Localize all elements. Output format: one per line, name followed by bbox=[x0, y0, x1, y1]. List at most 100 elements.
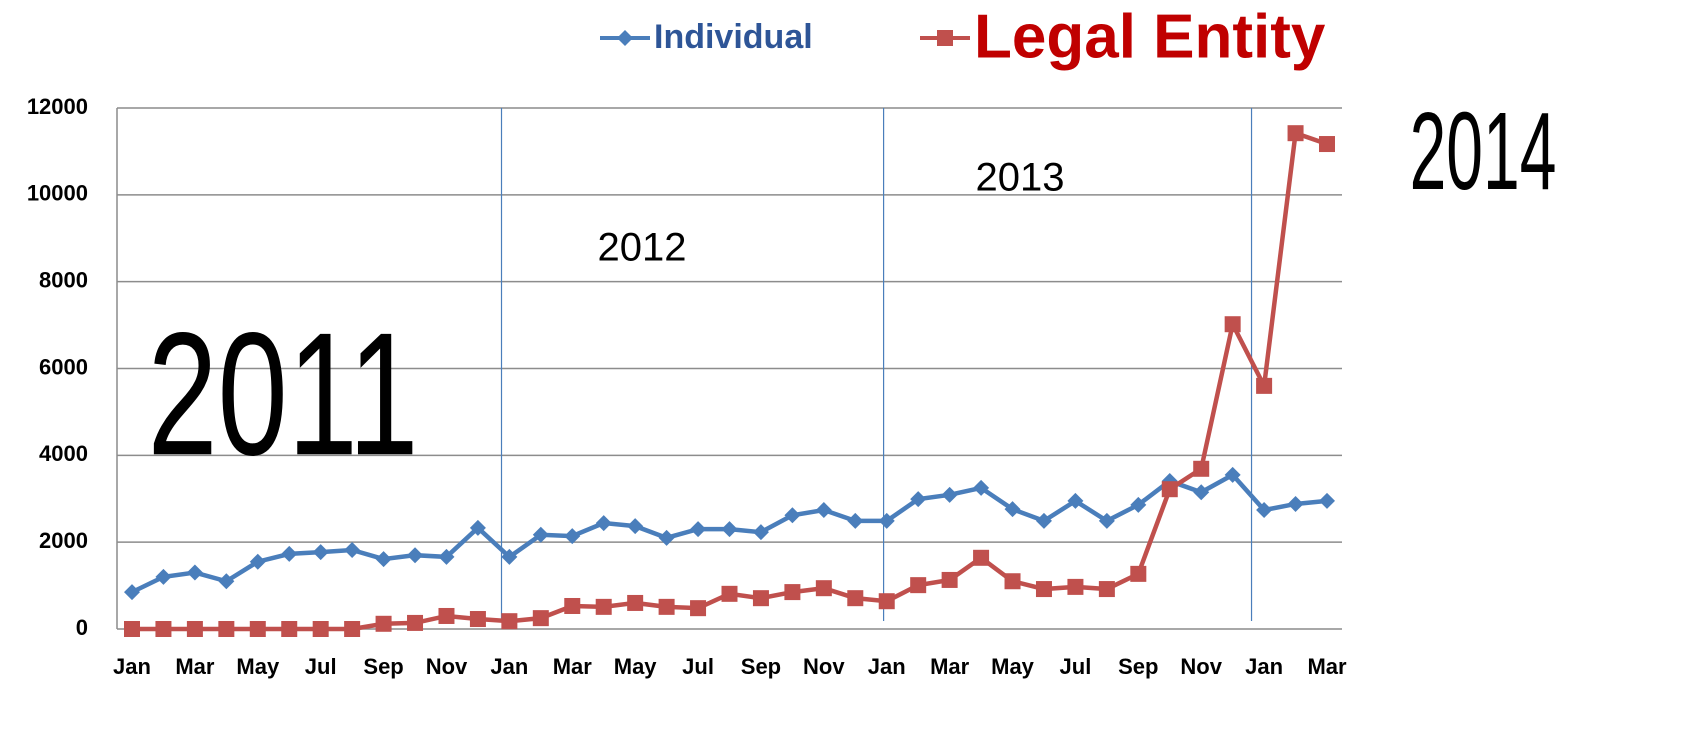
marker bbox=[501, 613, 518, 630]
annotation: 2014 bbox=[1410, 91, 1557, 213]
marker bbox=[438, 548, 455, 565]
marker bbox=[1004, 501, 1021, 518]
y-tick-label: 0 bbox=[76, 615, 88, 640]
marker bbox=[124, 621, 140, 637]
y-tick-label: 6000 bbox=[39, 354, 88, 379]
x-tick-label: Mar bbox=[1307, 654, 1347, 679]
marker bbox=[1067, 492, 1084, 509]
marker bbox=[312, 621, 329, 637]
marker bbox=[815, 580, 832, 597]
marker bbox=[784, 507, 801, 524]
marker bbox=[1319, 492, 1335, 509]
marker bbox=[564, 528, 581, 545]
marker bbox=[1098, 581, 1115, 598]
x-tick-label: May bbox=[991, 654, 1035, 679]
annotation: 2012 bbox=[598, 226, 687, 270]
marker bbox=[438, 607, 455, 624]
marker bbox=[878, 593, 895, 610]
marker bbox=[973, 549, 990, 566]
marker bbox=[627, 594, 644, 611]
marker bbox=[721, 521, 738, 538]
marker bbox=[721, 585, 738, 602]
marker bbox=[1256, 502, 1273, 519]
marker bbox=[910, 577, 927, 594]
x-tick-label: Mar bbox=[930, 654, 970, 679]
x-tick-label: Nov bbox=[426, 654, 468, 679]
marker bbox=[312, 544, 329, 561]
legend-label: Individual bbox=[654, 18, 813, 56]
marker bbox=[124, 584, 140, 601]
marker bbox=[1130, 565, 1147, 582]
x-tick-label: Jul bbox=[682, 654, 714, 679]
marker bbox=[375, 615, 392, 632]
marker bbox=[973, 479, 990, 496]
marker bbox=[941, 571, 958, 588]
marker bbox=[344, 541, 361, 558]
x-tick-label: Jan bbox=[1245, 654, 1283, 679]
marker bbox=[249, 621, 266, 637]
marker bbox=[532, 610, 549, 627]
marker bbox=[1224, 466, 1241, 483]
marker bbox=[1161, 481, 1178, 498]
legend-label: Legal Entity bbox=[974, 2, 1326, 71]
x-tick-label: Jul bbox=[1060, 654, 1092, 679]
marker bbox=[407, 614, 424, 631]
marker bbox=[155, 568, 172, 585]
marker bbox=[469, 611, 486, 628]
x-tick-label: Jan bbox=[868, 654, 906, 679]
marker bbox=[595, 515, 612, 532]
marker bbox=[344, 621, 361, 637]
x-tick-label: Sep bbox=[741, 654, 781, 679]
legend-item: Legal Entity bbox=[920, 2, 1326, 71]
annotation: 2013 bbox=[976, 156, 1065, 200]
annotation: 2011 bbox=[148, 297, 419, 492]
marker bbox=[658, 598, 675, 615]
x-tick-label: May bbox=[614, 654, 658, 679]
y-tick-label: 4000 bbox=[39, 441, 88, 466]
marker bbox=[375, 551, 392, 568]
marker bbox=[218, 621, 235, 637]
marker bbox=[847, 590, 864, 607]
marker bbox=[910, 491, 927, 508]
x-tick-label: May bbox=[236, 654, 280, 679]
marker bbox=[1067, 578, 1084, 595]
marker bbox=[218, 573, 235, 590]
marker bbox=[249, 553, 266, 570]
marker bbox=[1319, 136, 1335, 153]
x-tick-label: Jan bbox=[490, 654, 528, 679]
marker bbox=[752, 524, 769, 541]
marker bbox=[752, 590, 769, 607]
marker bbox=[1193, 460, 1210, 477]
marker bbox=[690, 600, 707, 617]
marker bbox=[1287, 495, 1304, 512]
x-tick-label: Mar bbox=[175, 654, 215, 679]
y-tick-label: 8000 bbox=[39, 267, 88, 292]
x-tick-label: Nov bbox=[1180, 654, 1222, 679]
marker bbox=[501, 548, 518, 565]
marker bbox=[1256, 377, 1273, 394]
marker bbox=[281, 545, 298, 562]
marker bbox=[564, 597, 581, 614]
legend-item: Individual bbox=[600, 18, 813, 56]
marker bbox=[1193, 484, 1210, 501]
marker bbox=[784, 584, 801, 601]
legend-marker bbox=[617, 30, 633, 46]
marker bbox=[407, 547, 424, 564]
marker bbox=[627, 518, 644, 535]
marker bbox=[532, 526, 549, 543]
x-tick-label: Jan bbox=[113, 654, 151, 679]
marker bbox=[186, 621, 203, 637]
marker bbox=[595, 598, 612, 615]
marker bbox=[847, 512, 864, 529]
marker bbox=[1130, 496, 1147, 513]
marker bbox=[1287, 125, 1304, 142]
marker bbox=[469, 519, 486, 536]
x-tick-label: Sep bbox=[1118, 654, 1158, 679]
marker bbox=[941, 486, 958, 503]
marker bbox=[1035, 581, 1052, 598]
marker bbox=[1035, 512, 1052, 529]
y-tick-label: 12000 bbox=[27, 94, 88, 119]
marker bbox=[1224, 316, 1241, 333]
marker bbox=[815, 502, 832, 519]
